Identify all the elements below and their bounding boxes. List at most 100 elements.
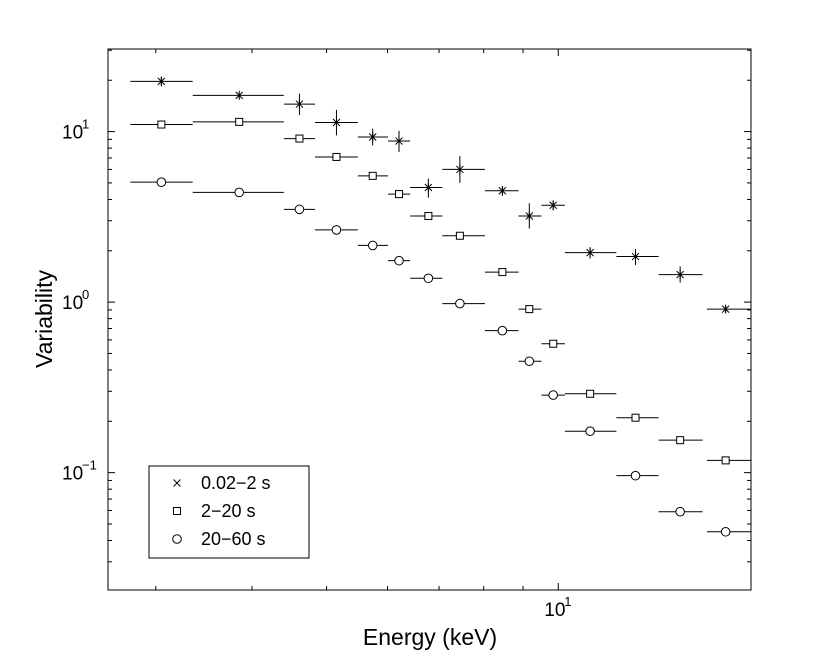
legend-label: 2−20 s [201,501,256,521]
x-tick-label-exponent: 1 [564,594,571,609]
plot-frame [107,48,752,591]
circle-marker [630,470,641,481]
data-point [388,130,411,152]
square-marker [721,456,730,465]
y-tick-label: 10−1 [62,458,97,485]
legend-label: 0.02−2 s [201,473,271,493]
circle-marker [548,390,559,400]
y-tick-label-exponent: 0 [82,287,89,302]
data-point [283,134,316,143]
square-marker [395,190,404,199]
y-axis-label: Variability [31,270,57,368]
data-point [442,155,485,183]
square-marker [498,268,507,277]
square-marker [295,134,304,143]
data-point [388,255,411,266]
star-marker [235,90,244,100]
data-point [616,470,659,481]
legend-item: 0.02−2 s [173,473,271,493]
circle-marker [156,177,167,187]
legend-label: 20−60 s [201,529,266,549]
data-point [315,152,358,161]
data-point [706,456,751,465]
data-point [357,171,389,180]
circle-marker [423,273,434,284]
x-tick-label-base: 10 [544,600,565,621]
y-tick-label: 100 [62,287,89,314]
y-tick-label: 101 [62,117,89,144]
y-tick-label-base: 10 [62,293,83,314]
data-point [130,76,193,87]
data-point [315,109,358,136]
data-point [518,305,542,314]
data-point [315,225,358,235]
data-point [484,268,519,277]
data-point [192,187,284,198]
data-marks [130,76,751,537]
data-point [518,203,542,229]
square-marker [424,211,433,220]
square-marker [549,339,558,348]
star-marker [586,248,594,258]
square-marker [525,305,534,314]
data-point [410,273,443,284]
star-marker [332,118,341,128]
data-point [564,247,617,259]
x-marker [173,479,181,487]
series-2 [130,117,751,465]
circle-marker [367,240,378,251]
data-point [283,93,316,116]
star-marker [424,183,433,193]
star-marker [525,211,534,221]
x-marker-stroke [173,479,181,487]
star-marker [721,304,730,314]
circle-marker [455,298,465,309]
legend-item: 20−60 s [172,529,266,549]
star-marker [676,270,685,280]
circle-marker [331,225,342,235]
data-point [616,413,659,422]
circle-marker [497,325,508,336]
circle-marker [675,506,685,517]
data-point [283,204,316,215]
circle-marker [585,426,595,436]
square-marker [676,436,685,445]
square-marker [586,389,595,398]
circle-marker [720,526,731,537]
legend: 0.02−2 s 2−20 s 20−60 s [148,465,310,559]
data-point [192,90,284,100]
y-tick-label-base: 10 [62,464,83,485]
data-point [564,426,617,436]
legend-item: 2−20 s [173,501,256,521]
star-marker [395,136,403,146]
circle-marker [524,356,535,367]
circle-marker [294,204,305,215]
square-marker [455,231,464,240]
data-point [442,298,485,309]
data-point [357,128,389,146]
x-tick-label: 101 [544,594,571,621]
star-marker [157,76,166,86]
data-point [484,325,519,336]
circle-marker [234,187,245,198]
y-tick-label-base: 10 [62,123,83,144]
data-point [541,339,565,348]
data-point [484,185,519,196]
data-point [706,304,751,314]
data-point [130,177,193,187]
star-marker [549,200,558,210]
star-marker [498,186,507,196]
square-marker [368,171,377,180]
data-point [357,240,389,251]
data-point [658,266,703,283]
series-3 [130,177,751,537]
x-axis-label: Energy (keV) [363,624,497,650]
data-point [616,248,659,266]
data-point [410,211,443,220]
circle-marker [172,534,182,544]
data-point [192,117,284,126]
data-point [658,506,703,517]
star-marker [295,99,304,109]
square-marker [332,152,341,161]
circle-marker [394,255,404,266]
